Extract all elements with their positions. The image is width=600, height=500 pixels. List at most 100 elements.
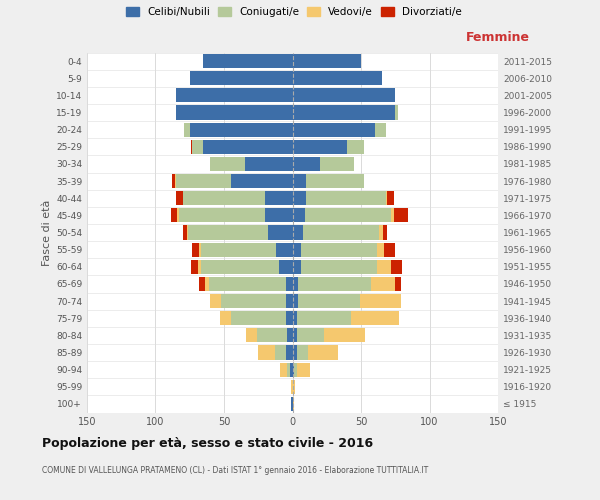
Bar: [231, 174, 293, 188]
Bar: [395, 106, 398, 120]
Bar: [220, 311, 231, 325]
Bar: [296, 328, 324, 342]
Bar: [201, 260, 279, 274]
Bar: [265, 191, 293, 205]
Bar: [211, 294, 221, 308]
Bar: [386, 191, 387, 205]
Bar: [293, 380, 295, 394]
Bar: [371, 277, 395, 291]
Bar: [324, 328, 365, 342]
Bar: [296, 311, 352, 325]
Bar: [184, 122, 190, 136]
Bar: [276, 242, 293, 256]
Bar: [298, 294, 359, 308]
Bar: [286, 294, 293, 308]
Bar: [304, 226, 379, 239]
Bar: [293, 157, 320, 171]
Bar: [179, 208, 265, 222]
Bar: [293, 54, 361, 68]
Bar: [268, 226, 293, 239]
Bar: [209, 277, 286, 291]
Bar: [293, 226, 304, 239]
Bar: [187, 226, 188, 239]
Bar: [221, 294, 286, 308]
Bar: [293, 208, 305, 222]
Bar: [279, 260, 293, 274]
Bar: [203, 140, 293, 154]
Bar: [293, 346, 296, 360]
Bar: [201, 242, 276, 256]
Bar: [306, 174, 364, 188]
Bar: [383, 226, 387, 239]
Bar: [301, 260, 377, 274]
Y-axis label: Fasce di età: Fasce di età: [42, 200, 52, 266]
Bar: [291, 397, 293, 411]
Bar: [375, 122, 386, 136]
Bar: [191, 140, 193, 154]
Bar: [308, 346, 338, 360]
Bar: [193, 242, 199, 256]
Bar: [387, 191, 394, 205]
Bar: [320, 157, 354, 171]
Bar: [384, 242, 395, 256]
Bar: [394, 208, 407, 222]
Bar: [293, 242, 301, 256]
Bar: [286, 311, 293, 325]
Bar: [170, 208, 178, 222]
Bar: [293, 311, 296, 325]
Bar: [176, 174, 231, 188]
Bar: [293, 71, 382, 85]
Bar: [296, 362, 310, 376]
Bar: [183, 191, 265, 205]
Bar: [293, 397, 294, 411]
Bar: [245, 157, 293, 171]
Text: COMUNE DI VALLELUNGA PRATAMENO (CL) - Dati ISTAT 1° gennaio 2016 - Elaborazione : COMUNE DI VALLELUNGA PRATAMENO (CL) - Da…: [42, 466, 428, 475]
Bar: [294, 362, 296, 376]
Bar: [293, 122, 375, 136]
Bar: [190, 71, 293, 85]
Bar: [379, 226, 383, 239]
Bar: [306, 191, 386, 205]
Bar: [377, 260, 391, 274]
Bar: [305, 208, 391, 222]
Bar: [293, 174, 306, 188]
Bar: [275, 346, 286, 360]
Text: Popolazione per età, sesso e stato civile - 2016: Popolazione per età, sesso e stato civil…: [42, 438, 373, 450]
Bar: [287, 362, 290, 376]
Bar: [293, 106, 395, 120]
Bar: [191, 260, 198, 274]
Bar: [352, 311, 400, 325]
Bar: [211, 157, 245, 171]
Bar: [347, 140, 364, 154]
Bar: [293, 88, 395, 102]
Bar: [293, 328, 296, 342]
Bar: [188, 226, 268, 239]
Bar: [291, 380, 293, 394]
Bar: [246, 328, 257, 342]
Legend: Celibi/Nubili, Coniugati/e, Vedovi/e, Divorziati/e: Celibi/Nubili, Coniugati/e, Vedovi/e, Di…: [122, 2, 466, 22]
Bar: [287, 328, 293, 342]
Bar: [190, 122, 293, 136]
Bar: [391, 260, 402, 274]
Bar: [359, 294, 401, 308]
Bar: [199, 242, 201, 256]
Bar: [298, 277, 371, 291]
Bar: [395, 277, 401, 291]
Bar: [293, 362, 294, 376]
Text: Femmine: Femmine: [466, 30, 530, 44]
Bar: [198, 260, 201, 274]
Bar: [377, 242, 384, 256]
Bar: [258, 346, 275, 360]
Bar: [193, 140, 203, 154]
Bar: [290, 362, 293, 376]
Bar: [178, 208, 179, 222]
Bar: [265, 208, 293, 222]
Bar: [231, 311, 286, 325]
Bar: [199, 277, 205, 291]
Bar: [176, 88, 293, 102]
Bar: [293, 294, 298, 308]
Bar: [293, 277, 298, 291]
Bar: [293, 191, 306, 205]
Bar: [257, 328, 287, 342]
Bar: [172, 174, 175, 188]
